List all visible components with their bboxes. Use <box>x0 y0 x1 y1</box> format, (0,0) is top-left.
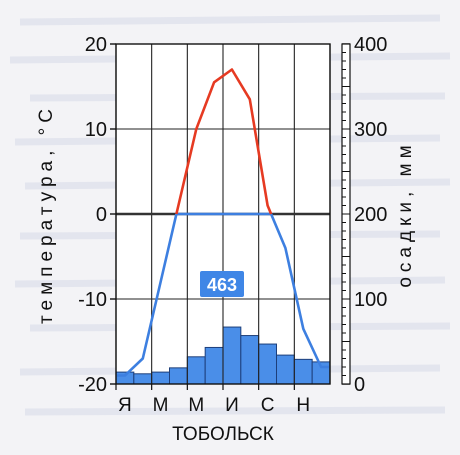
precip-bar-11 <box>293 358 313 385</box>
y-left-tick-label-3: 0 <box>96 204 107 226</box>
precip-bar-3 <box>151 371 170 385</box>
precip-bar-10 <box>276 354 295 385</box>
precip-bar-8 <box>240 335 260 385</box>
precip-bar-5 <box>186 356 206 385</box>
annual-total-box <box>200 271 244 297</box>
x-tick-label-4: И <box>225 395 239 416</box>
temperature-line-cold-1 <box>117 213 178 377</box>
chart-title: ТОБОЛЬСК <box>172 424 274 445</box>
precip-bar-7 <box>222 326 242 385</box>
temperature-line-warm-1 <box>175 68 273 215</box>
y-right-tick-label-5: 0 <box>354 374 365 396</box>
y-right-tick-label-1: 400 <box>354 34 387 56</box>
x-tick-label-6: Н <box>296 395 310 416</box>
y-left-tick-label-2: 10 <box>85 119 107 141</box>
temperature-line-cold-3 <box>269 213 329 369</box>
x-tick-label-1: Я <box>118 395 132 416</box>
precip-bar-2 <box>133 373 153 385</box>
y-right-tick-label-3: 200 <box>354 204 387 226</box>
y-left-tick-label-4: -10 <box>78 289 107 311</box>
y-left-tick-label-5: -20 <box>78 374 107 396</box>
y-right-tick-label-4: 100 <box>354 289 387 311</box>
precip-bar-9 <box>258 343 278 385</box>
precip-bar-4 <box>169 367 188 385</box>
y-right-tick-label-2: 300 <box>354 119 387 141</box>
y-axis-title-left: температура, °C <box>36 104 57 324</box>
y-axis-title-right: осадки, мм <box>395 140 416 287</box>
x-tick-label-3: М <box>188 395 204 416</box>
temperature-lines <box>117 68 329 377</box>
y-left-tick-label-1: 20 <box>85 34 107 56</box>
x-tick-label-2: М <box>153 395 169 416</box>
x-tick-label-5: С <box>261 395 275 416</box>
precip-bar-6 <box>204 346 224 385</box>
precipitation-scale <box>341 43 351 385</box>
annual-total-label: 463 <box>207 275 237 295</box>
